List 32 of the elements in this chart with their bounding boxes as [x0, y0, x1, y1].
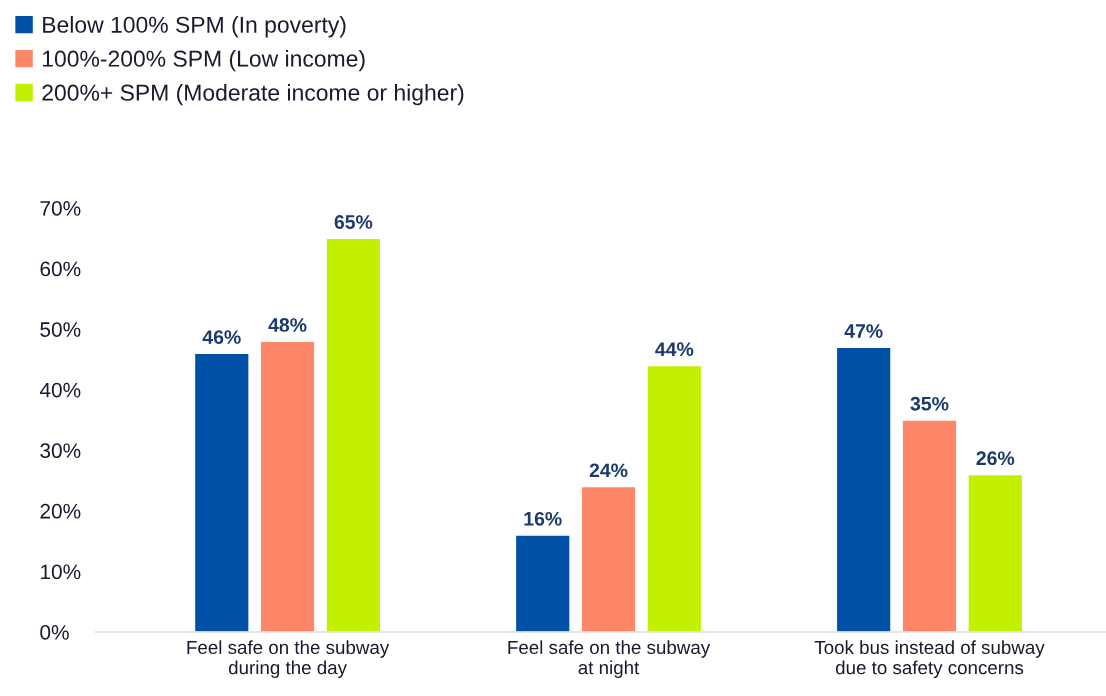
legend-label: 200%+ SPM (Moderate income or higher)	[42, 83, 464, 106]
data-label: 65%	[334, 215, 373, 229]
x-tick-label: Feel safe on the subway at night	[508, 640, 711, 679]
bar	[646, 364, 703, 632]
bar	[193, 352, 250, 632]
y-tick-label: 30%	[40, 443, 81, 459]
y-tick-label: 70%	[40, 201, 81, 216]
data-label: 46%	[202, 330, 241, 344]
bar	[514, 534, 571, 632]
data-label: 35%	[910, 396, 949, 411]
bar	[901, 419, 958, 632]
data-label: 44%	[655, 342, 694, 357]
y-tick-label: 20%	[40, 503, 81, 519]
legend-label: 100%-200% SPM (Low income)	[43, 50, 365, 72]
y-tick-label: 60%	[40, 261, 81, 277]
bar	[580, 485, 637, 632]
y-tick-label: 0%	[40, 625, 69, 640]
y-tick-label: 40%	[39, 382, 81, 398]
data-label: 48%	[268, 318, 307, 332]
y-tick-label: 10%	[41, 564, 81, 580]
data-label: 47%	[844, 324, 883, 338]
x-tick-label: Feel safe on the subway during the day	[187, 640, 390, 679]
bar	[325, 237, 382, 632]
legend-label: Below 100% SPM (In poverty)	[43, 16, 346, 38]
bar	[835, 346, 892, 632]
bar	[967, 473, 1024, 632]
data-label: 16%	[524, 511, 562, 526]
data-label: 24%	[589, 463, 628, 478]
x-tick-label: Took bus instead of subway due to safety concerns	[814, 640, 1045, 679]
bar	[259, 340, 316, 632]
y-tick-label: 50%	[40, 322, 81, 337]
data-label: 26%	[976, 451, 1015, 466]
